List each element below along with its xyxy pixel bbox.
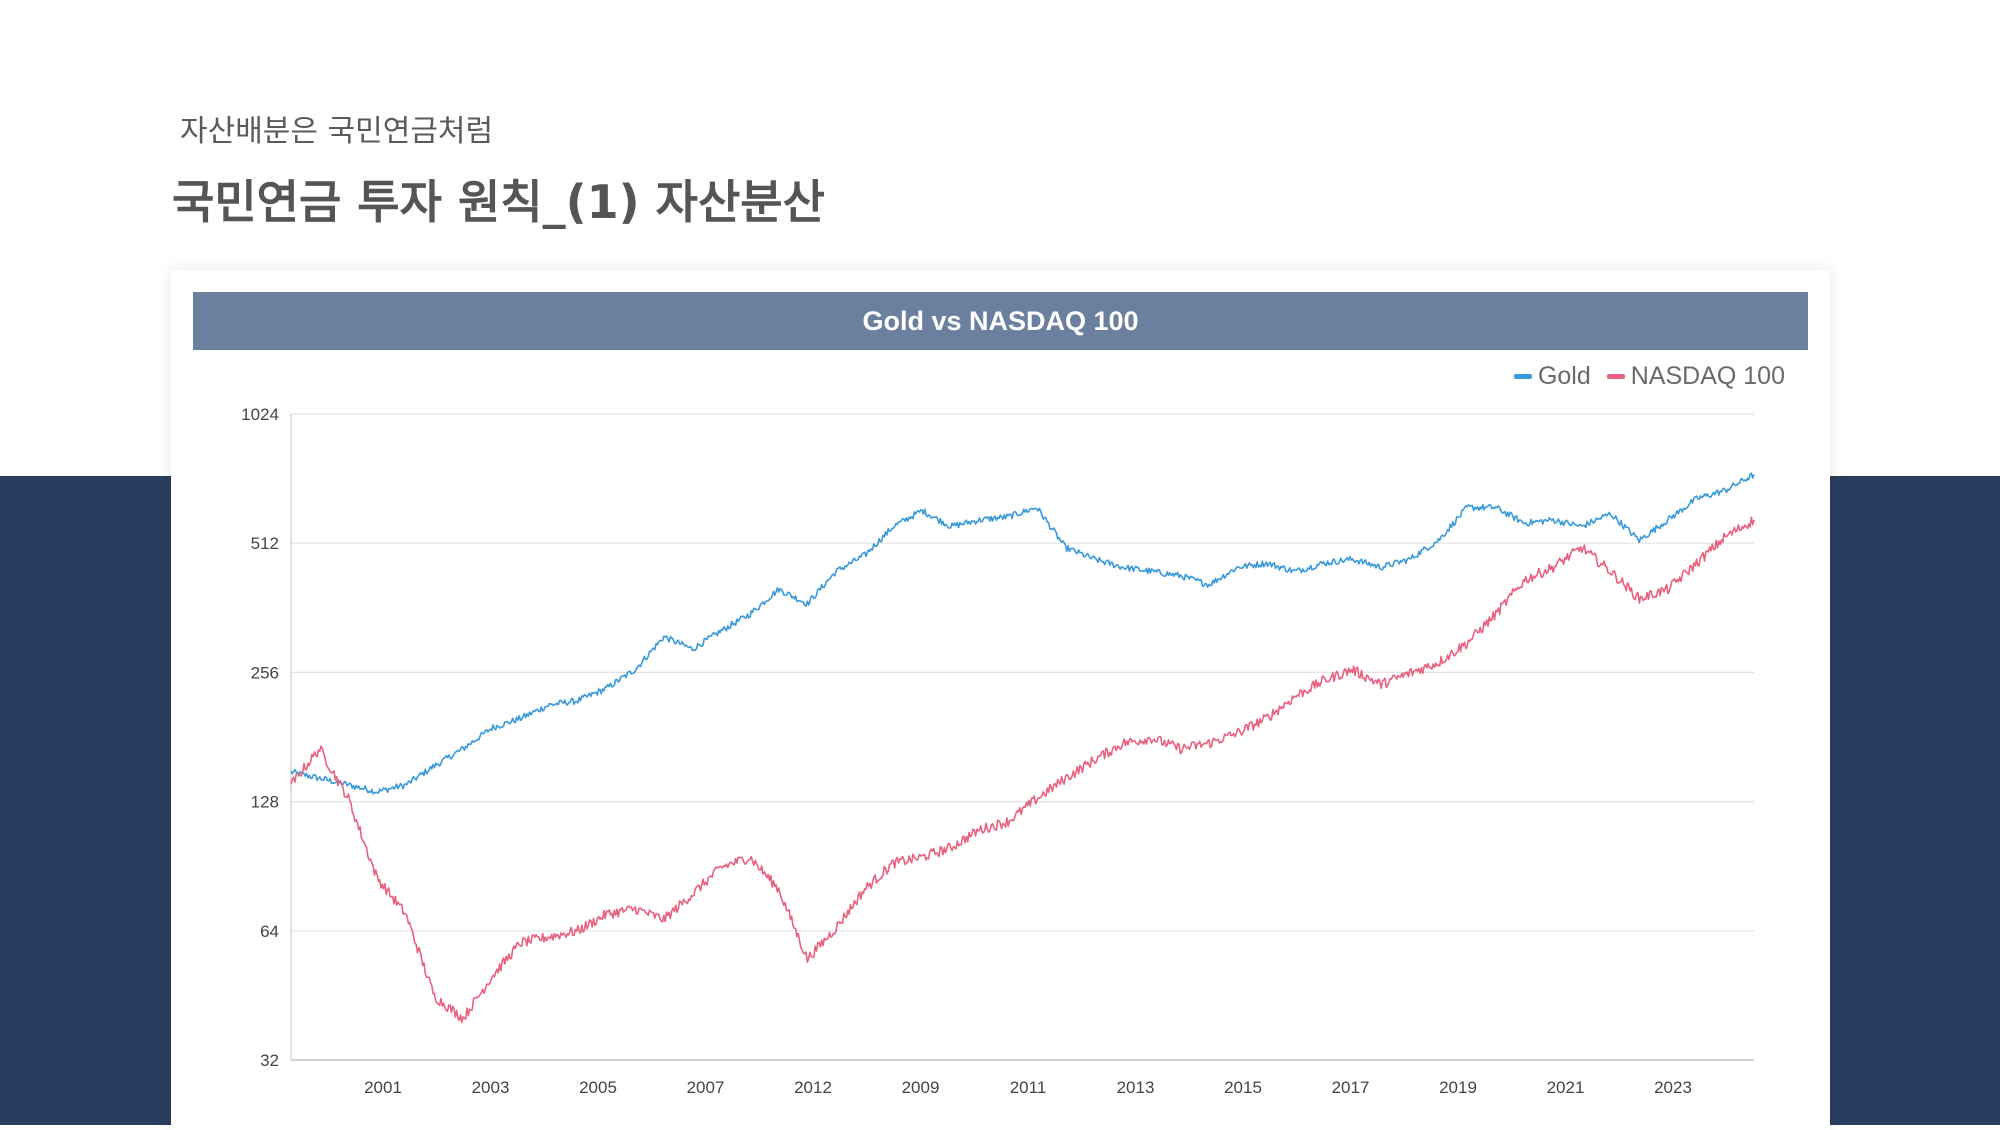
x-tick-label: 2017: [1332, 1078, 1370, 1097]
y-tick-label: 32: [260, 1051, 279, 1070]
legend-label-nasdaq: NASDAQ 100: [1630, 362, 1785, 390]
x-tick-label: 2012: [794, 1078, 832, 1097]
legend-swatch-nasdaq: [1606, 374, 1625, 379]
series-line-nasdaq: [290, 516, 1755, 1024]
x-tick-label: 2011: [1010, 1078, 1047, 1097]
y-tick-label: 64: [260, 922, 279, 941]
x-tick-label: 2013: [1117, 1078, 1155, 1097]
y-tick-label: 1024: [241, 405, 279, 424]
x-tick-label: 2019: [1439, 1078, 1477, 1097]
chart-legend: Gold NASDAQ 100: [1513, 362, 1785, 391]
page-subtitle: 자산배분은 국민연금처럼: [180, 114, 494, 149]
x-tick-label: 2009: [902, 1078, 940, 1097]
series-line-gold: [290, 472, 1755, 795]
chart-title: Gold vs NASDAQ 100: [193, 292, 1808, 350]
x-tick-label: 2003: [472, 1078, 510, 1097]
x-tick-label: 2021: [1547, 1078, 1585, 1097]
y-tick-label: 512: [251, 534, 279, 553]
line-chart: 32 64 128 256 512 1024 2001 2003 2005 2007 2012 200…: [241, 405, 1755, 1097]
y-tick-label: 128: [251, 793, 279, 812]
chart-card: Gold vs NASDAQ 100 Gold NASDAQ 100 32 64 1…: [171, 270, 1830, 1130]
legend-swatch-gold: [1513, 374, 1532, 379]
x-tick-label: 2015: [1224, 1078, 1262, 1097]
page-title: 국민연금 투자 원칙_(1) 자산분산: [172, 175, 825, 229]
x-tick-label: 2007: [687, 1078, 725, 1097]
x-tick-label: 2005: [579, 1078, 617, 1097]
legend-item-nasdaq[interactable]: NASDAQ 100: [1606, 362, 1785, 391]
legend-item-gold[interactable]: Gold: [1513, 362, 1591, 391]
legend-label-gold: Gold: [1537, 362, 1591, 390]
y-tick-label: 256: [251, 663, 279, 682]
x-tick-label: 2001: [364, 1078, 402, 1097]
x-tick-label: 2023: [1654, 1078, 1692, 1097]
